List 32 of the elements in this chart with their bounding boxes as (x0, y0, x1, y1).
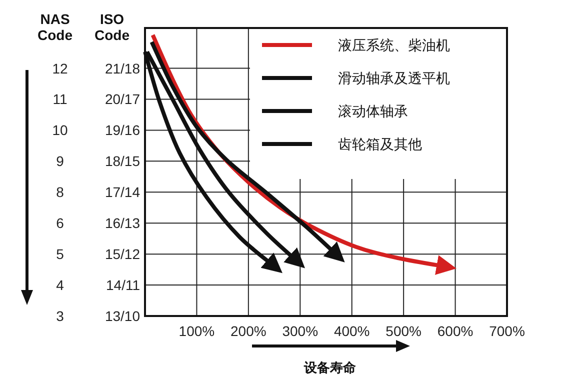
x-tick-label: 300% (282, 323, 318, 339)
x-tick-label: 600% (437, 323, 474, 339)
category-label: 6 (56, 215, 64, 232)
legend-label: 滚动体轴承 (338, 103, 408, 119)
category-label: 17/14 (104, 184, 140, 200)
x-axis-title: 设备寿命 (303, 360, 357, 375)
category-label: 13/10 (104, 308, 140, 324)
category-label: 20/17 (104, 91, 140, 108)
x-tick-label: 700% (489, 323, 525, 339)
category-label: 5 (56, 246, 64, 262)
x-tick-label: 100% (178, 323, 215, 339)
legend-label: 液压系统、柴油机 (338, 37, 450, 53)
text: NAS Code (38, 11, 73, 43)
category-label: 9 (56, 153, 64, 170)
category-label: 21/18 (104, 60, 140, 76)
category-label: 8 (56, 184, 64, 200)
x-tick-label: 200% (230, 323, 266, 339)
category-label: 3 (56, 308, 64, 324)
legend-label: 滑动轴承及透平机 (338, 70, 450, 86)
category-label: 4 (56, 277, 64, 294)
category-label: 19/16 (104, 122, 140, 138)
x-tick-label: 400% (334, 323, 370, 339)
legend-label: 齿轮箱及其他 (338, 136, 422, 152)
category-label: 12 (52, 60, 68, 76)
category-label: 16/13 (104, 215, 140, 232)
y-axis-title: ISO Code (94, 11, 130, 43)
x-tick-label: 500% (386, 323, 422, 339)
category-label: 10 (52, 122, 68, 138)
category-label: 18/15 (104, 153, 140, 170)
category-label: 14/11 (106, 277, 140, 294)
category-label: 15/12 (104, 246, 140, 262)
category-label: 11 (52, 91, 68, 108)
